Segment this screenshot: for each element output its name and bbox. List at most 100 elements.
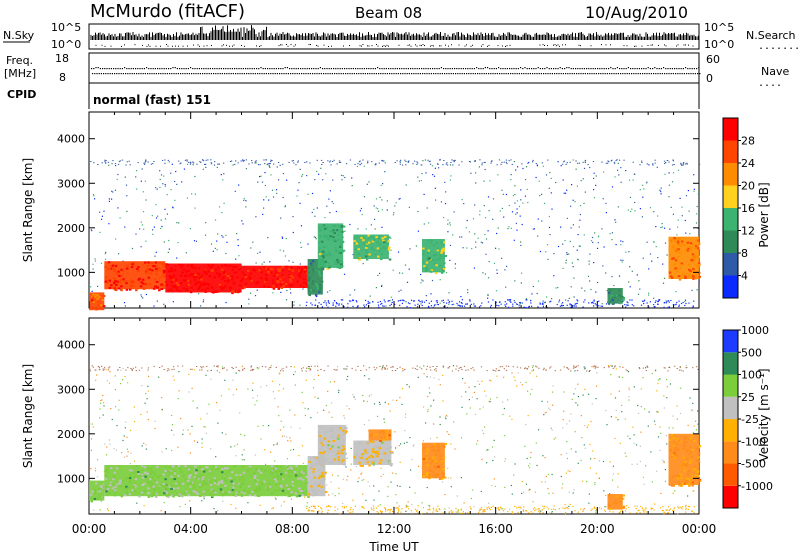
speckle-point <box>462 378 464 380</box>
near-range-point <box>668 306 670 308</box>
near-range-point <box>583 301 585 303</box>
near-range-point <box>443 306 445 308</box>
near-range-point <box>347 303 349 305</box>
heatmap-cell <box>382 241 386 244</box>
speckle-point <box>571 184 573 186</box>
near-range-point <box>354 505 356 507</box>
speckle-point <box>522 167 524 170</box>
heatmap-cell <box>677 275 681 278</box>
speckle-point <box>618 390 620 392</box>
near-range-point <box>465 303 467 305</box>
echo-band-point <box>117 369 119 371</box>
speckle-point <box>237 244 239 247</box>
nave-dot <box>131 73 133 75</box>
speckle-point <box>563 391 565 393</box>
speckle-point <box>507 228 509 230</box>
speckle-point <box>628 396 630 398</box>
speckle-point <box>179 506 181 508</box>
near-range-point <box>308 510 310 512</box>
heatmap-cell <box>221 264 224 267</box>
near-range-point <box>643 511 645 513</box>
speckle-point <box>521 272 523 274</box>
speckle-point <box>354 289 356 291</box>
heatmap-cell <box>158 261 161 264</box>
heatmap-cell <box>168 275 172 277</box>
freq-dot <box>592 68 594 70</box>
heatmap-cell <box>425 270 428 272</box>
near-range-point <box>410 509 412 512</box>
nave-dot <box>252 73 254 75</box>
speckle-point <box>553 438 555 440</box>
speckle-point <box>610 393 612 395</box>
heatmap-cell <box>674 247 678 250</box>
near-range-point <box>352 305 354 307</box>
heatmap-cell <box>120 278 123 281</box>
echo-band-point <box>335 369 337 371</box>
heatmap-cell <box>104 276 108 279</box>
near-range-point <box>492 505 494 507</box>
speckle-point <box>239 412 241 414</box>
speckle-point <box>327 390 329 392</box>
echo-band-point <box>375 164 377 166</box>
speckle-point <box>299 242 302 244</box>
nave-dot <box>551 73 553 75</box>
speckle-point <box>536 464 538 467</box>
near-range-point <box>342 299 344 301</box>
speckle-point <box>230 446 232 448</box>
speckle-point <box>581 287 583 289</box>
speckle-point <box>449 224 451 226</box>
freq-dot <box>152 68 154 70</box>
echo-band-point <box>314 365 316 367</box>
speckle-point <box>282 196 284 199</box>
freq-dot <box>429 68 431 70</box>
speckle-point <box>551 473 553 476</box>
speckle-point <box>473 506 475 508</box>
velocity-heatmap <box>89 424 702 510</box>
speckle-point <box>626 505 628 507</box>
echo-band-point <box>595 366 597 368</box>
echo-band-point <box>189 161 192 163</box>
heatmap-cell <box>106 268 110 271</box>
speckle-point <box>122 439 124 442</box>
speckle-point <box>266 385 268 387</box>
heatmap-cell <box>440 271 444 274</box>
speckle-point <box>625 455 627 457</box>
freq-dot <box>223 68 225 70</box>
speckle-point <box>447 223 449 225</box>
freq-dot <box>685 67 687 69</box>
near-range-point <box>455 507 457 510</box>
speckle-point <box>300 225 303 227</box>
heatmap-cell <box>256 281 260 284</box>
speckle-point <box>379 196 381 198</box>
nave-dot <box>560 73 562 75</box>
speckle-point <box>297 189 299 191</box>
speckle-point <box>286 458 289 460</box>
near-range-point <box>548 508 550 510</box>
date-title: 10/Aug/2010 <box>585 3 688 22</box>
speckle-point <box>225 433 227 435</box>
near-range-point <box>562 304 564 307</box>
speckle-point <box>121 452 123 454</box>
speckle-point <box>413 444 415 446</box>
speckle-point <box>100 262 103 264</box>
speckle-point <box>675 291 677 293</box>
nsearch-dot <box>388 45 389 47</box>
nsearch-dot <box>547 45 548 47</box>
heatmap-cell <box>318 272 321 275</box>
speckle-point <box>94 470 97 472</box>
nsearch-dot <box>448 45 449 47</box>
heatmap-cell <box>686 249 689 252</box>
heatmap-cell <box>305 284 308 286</box>
nave-dot <box>624 73 626 75</box>
nave-dot <box>169 73 171 75</box>
nsearch-dot <box>316 44 317 46</box>
speckle-point <box>513 239 515 241</box>
speckle-point <box>216 240 218 242</box>
freq-dot <box>638 68 640 70</box>
nave-dot <box>672 73 674 75</box>
speckle-point <box>254 295 257 297</box>
speckle-point <box>263 199 265 201</box>
speckle-point <box>306 161 308 163</box>
near-range-point <box>473 305 475 307</box>
echo-band-point <box>664 367 666 369</box>
